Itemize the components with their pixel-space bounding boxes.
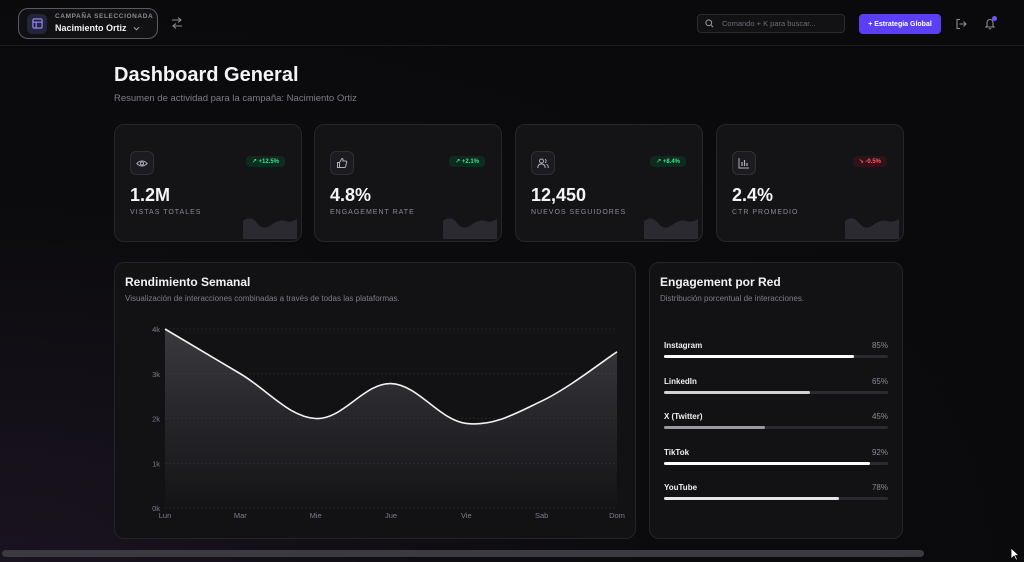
network-row-youtube: YouTube 78% — [664, 483, 888, 500]
stat-card-engagement: ↗ +2.1% 4.8% ENGAGEMENT RATE — [314, 124, 502, 242]
horizontal-scrollbar[interactable] — [2, 550, 924, 557]
progress-track — [664, 391, 888, 394]
progress-track — [664, 355, 888, 358]
progress-track — [664, 497, 888, 500]
network-name: TikTok — [664, 448, 690, 457]
network-percent: 78% — [871, 483, 888, 492]
progress-track — [664, 462, 888, 465]
stat-value: 2.4% — [732, 185, 774, 205]
y-tick-label: 4k — [152, 325, 160, 334]
sparkline — [243, 218, 297, 239]
progress-fill — [664, 462, 871, 465]
network-name: YouTube — [664, 483, 698, 492]
progress-fill — [664, 497, 839, 500]
stat-card-views: ↗ +12.5% 1.2M VISTAS TOTALES — [114, 124, 302, 242]
panel-title: Rendimiento Semanal — [125, 275, 251, 289]
notification-dot — [992, 16, 997, 21]
x-tick-label: Dom — [609, 511, 625, 520]
search-input[interactable] — [722, 19, 832, 28]
network-row-instagram: Instagram 85% — [664, 341, 888, 358]
y-tick-label: 1k — [152, 459, 160, 468]
y-tick-label: 0k — [152, 504, 160, 513]
campaign-label: CAMPAÑA SELECCIONADA — [55, 13, 154, 21]
trend-badge: ↘ -0.5% — [852, 156, 887, 167]
network-name: LinkedIn — [664, 377, 697, 386]
stat-label: VISTAS TOTALES — [130, 209, 202, 216]
trend-badge: ↗ +12.5% — [245, 156, 285, 167]
stat-card-followers: ↗ +8.4% 12,450 NUEVOS SEGUIDORES — [515, 124, 703, 242]
stat-value: 4.8% — [330, 185, 372, 205]
thumbs-up-icon — [330, 151, 354, 175]
progress-fill — [664, 426, 765, 429]
bar-chart-icon — [732, 151, 756, 175]
y-tick-label: 3k — [152, 370, 160, 379]
weekly-performance-panel: Rendimiento Semanal Visualización de int… — [114, 262, 636, 539]
panel-subtitle: Visualización de interacciones combinada… — [125, 294, 400, 303]
users-icon — [531, 151, 555, 175]
chevron-down-icon — [133, 26, 140, 31]
network-row-linkedin: LinkedIn 65% — [664, 377, 888, 394]
network-percent: 92% — [871, 448, 888, 457]
notifications-button[interactable] — [984, 16, 997, 30]
campaign-selector[interactable]: CAMPAÑA SELECCIONADA Nacimiento Ortiz — [18, 8, 158, 39]
x-tick-label: Sab — [535, 511, 548, 520]
network-name: X (Twitter) — [664, 412, 703, 421]
page-title: Dashboard General — [114, 64, 299, 86]
panel-title: Engagement por Red — [660, 275, 781, 289]
bell-icon — [984, 19, 996, 30]
stat-label: ENGAGEMENT RATE — [330, 209, 415, 216]
sparkline — [443, 218, 497, 239]
logout-icon[interactable] — [955, 18, 967, 30]
stat-value: 12,450 — [531, 185, 587, 205]
progress-fill — [664, 355, 855, 358]
search-icon — [705, 19, 714, 28]
mouse-cursor-icon — [1010, 547, 1020, 561]
stat-label: NUEVOS SEGUIDORES — [531, 209, 627, 216]
swap-icon[interactable] — [170, 16, 184, 30]
page-subtitle: Resumen de actividad para la campaña: Na… — [114, 93, 357, 104]
stat-label: CTR PROMEDIO — [732, 209, 799, 216]
network-percent: 45% — [871, 412, 888, 421]
y-tick-label: 2k — [152, 415, 160, 424]
trend-badge: ↗ +2.1% — [449, 156, 485, 167]
network-row-x: X (Twitter) 45% — [664, 412, 888, 429]
network-percent: 85% — [871, 341, 888, 350]
engagement-by-network-panel: Engagement por Red Distribución porcentu… — [649, 262, 903, 539]
layout-icon — [27, 13, 47, 34]
progress-track — [664, 426, 888, 429]
eye-icon — [130, 151, 154, 175]
sparkline — [644, 218, 698, 239]
trend-badge: ↗ +8.4% — [650, 156, 686, 167]
top-bar: CAMPAÑA SELECCIONADA Nacimiento Ortiz + … — [0, 0, 1024, 46]
x-tick-label: Mie — [310, 511, 322, 520]
x-tick-label: Mar — [234, 511, 247, 520]
sparkline — [845, 218, 899, 239]
chart-area-fill — [165, 329, 617, 508]
global-strategy-button[interactable]: + Estrategia Global — [859, 14, 941, 34]
stat-card-ctr: ↘ -0.5% 2.4% CTR PROMEDIO — [716, 124, 904, 242]
network-name: Instagram — [664, 341, 703, 350]
x-tick-label: Vie — [461, 511, 472, 520]
panel-subtitle: Distribución porcentual de interacciones… — [660, 294, 805, 303]
network-row-tiktok: TikTok 92% — [664, 448, 888, 465]
weekly-area-chart: 0k 1k 2k 3k 4k Lun Mar Mie Jue Vie Sab Dom — [152, 325, 625, 520]
x-tick-label: Lun — [159, 511, 172, 520]
x-tick-label: Jue — [385, 511, 397, 520]
campaign-name: Nacimiento Ortiz — [55, 22, 127, 33]
network-percent: 65% — [871, 377, 888, 386]
search-box[interactable] — [697, 14, 845, 33]
stat-value: 1.2M — [130, 185, 171, 205]
progress-fill — [664, 391, 810, 394]
chart-series-line — [164, 328, 618, 425]
